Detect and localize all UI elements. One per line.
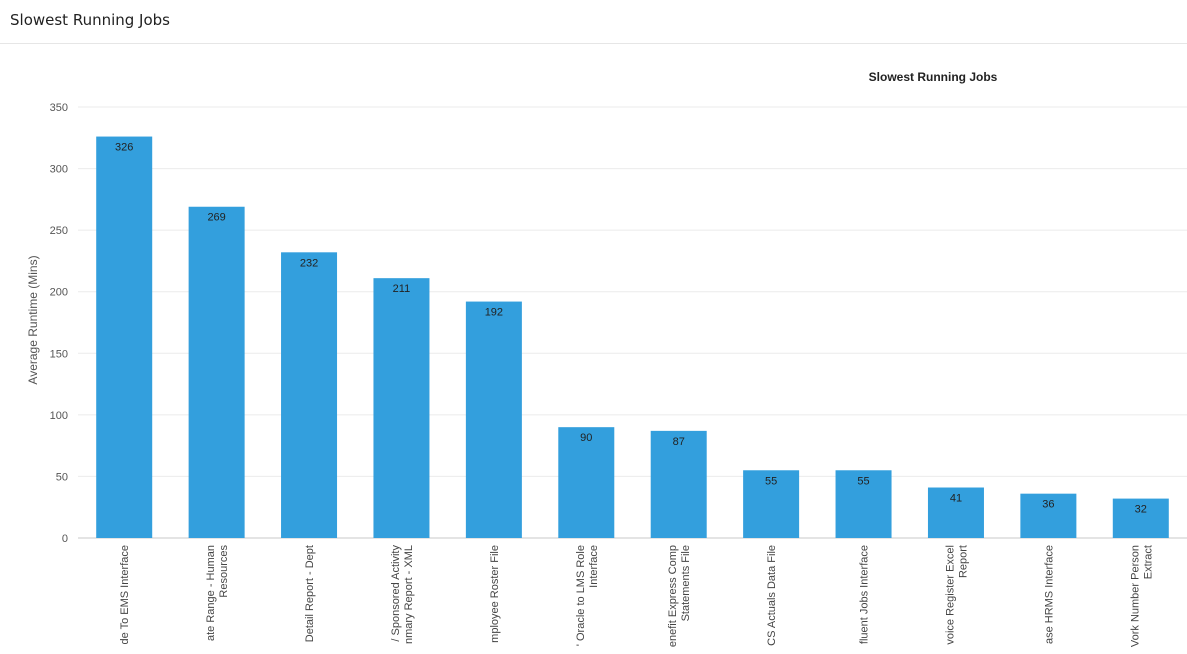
y-tick-label: 200 [50, 287, 68, 299]
bar[interactable] [558, 427, 615, 538]
x-tick-label: / Sponsored Activity [390, 545, 402, 642]
bar-value-label: 32 [1135, 504, 1147, 516]
bar[interactable] [281, 252, 338, 538]
bar-value-label: 232 [300, 257, 318, 269]
x-tick-label: ' Oracle to LMS Role [575, 545, 587, 646]
y-tick-label: 300 [50, 164, 68, 176]
x-tick-label: Resources [218, 545, 230, 598]
bar-value-label: 41 [950, 493, 962, 505]
bar-value-label: 211 [393, 283, 411, 295]
bar[interactable] [1020, 493, 1077, 538]
bar-value-label: 192 [485, 307, 503, 319]
x-tick-label: Detail Report - Dept [304, 545, 316, 642]
bar-value-label: 90 [580, 432, 592, 444]
bar[interactable] [96, 136, 153, 538]
x-tick-label: Vork Number Person [1129, 545, 1141, 647]
y-tick-label: 100 [50, 410, 68, 422]
bar[interactable] [373, 278, 430, 538]
bar-value-label: 326 [115, 142, 133, 154]
bar[interactable] [835, 470, 892, 538]
panel-header: Slowest Running Jobs [0, 0, 1187, 44]
x-tick-label: CS Actuals Data File [766, 545, 778, 646]
bar[interactable] [650, 430, 707, 538]
x-tick-label: enefit Express Comp [667, 545, 679, 647]
bar-value-label: 269 [207, 212, 225, 224]
bar-value-label: 36 [1042, 499, 1054, 511]
x-tick-label: nmary Report - XML [403, 545, 415, 644]
y-tick-label: 350 [50, 102, 68, 114]
bar-value-label: 55 [765, 475, 777, 487]
bar[interactable] [927, 487, 984, 538]
y-tick-label: 0 [62, 533, 68, 545]
grid-lines [78, 106, 1187, 539]
x-tick-label: voice Register Excel [944, 545, 956, 645]
x-tick-label: ate Range - Human [205, 545, 217, 641]
bar[interactable] [1112, 498, 1169, 538]
bar[interactable] [465, 301, 522, 538]
x-tick-label: fluent Jobs Interface [859, 545, 871, 644]
x-axis-labels: de To EMS Interface ate Range - Human Reso… [119, 545, 1154, 648]
x-tick-label: Statements File [680, 545, 692, 621]
bar[interactable] [188, 206, 245, 538]
x-tick-label: Report [957, 545, 969, 578]
panel-title: Slowest Running Jobs [10, 11, 170, 29]
bar-value-label: 87 [673, 436, 685, 448]
y-tick-label: 50 [56, 471, 68, 483]
bar-chart: 0 50 100 150 200 250 300 350 326 269 232 211 192 90 8… [26, 70, 1187, 648]
x-tick-label: Extract [1142, 545, 1154, 579]
bar-value-label: 55 [857, 475, 869, 487]
x-tick-label: mployee Roster File [489, 545, 501, 643]
chart-title: Slowest Running Jobs [869, 70, 998, 84]
y-tick-label: 250 [50, 225, 68, 237]
y-tick-label: 150 [50, 348, 68, 360]
y-axis-label: Average Runtime (Mins) [26, 255, 40, 384]
x-tick-label: Interface [588, 545, 600, 588]
y-axis-ticks: 0 50 100 150 200 250 300 350 [50, 102, 68, 545]
x-tick-label: de To EMS Interface [119, 545, 131, 644]
chart-area: 0 50 100 150 200 250 300 350 326 269 232 211 192 90 8… [0, 45, 1187, 654]
bars: 326 269 232 211 192 90 87 55 55 41 36 32 [96, 136, 1169, 538]
bar[interactable] [743, 470, 800, 538]
x-tick-label: ase HRMS Interface [1043, 545, 1055, 644]
